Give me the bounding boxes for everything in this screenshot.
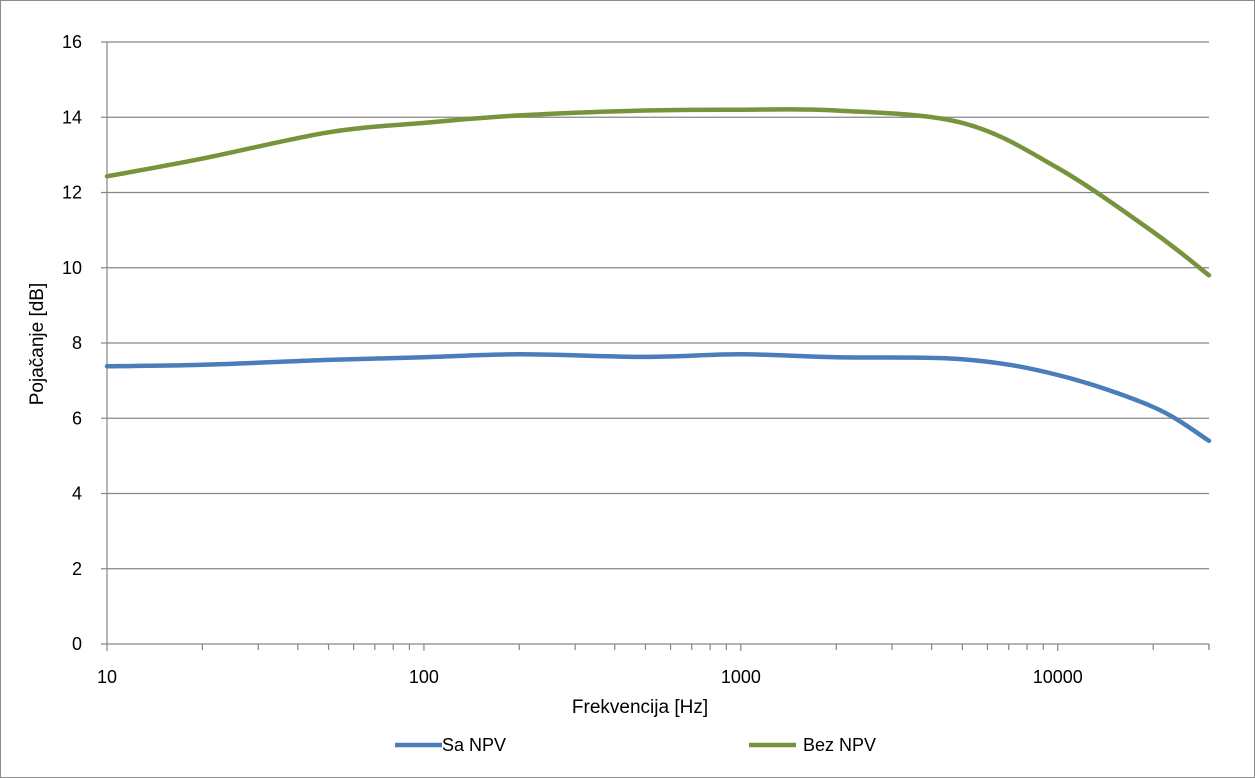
- x-axis-title: Frekvencija [Hz]: [572, 697, 708, 718]
- x-tick-label: 10: [97, 667, 117, 687]
- gridlines: [107, 41, 1209, 570]
- series-line-sa-npv: [104, 352, 1212, 444]
- x-tick-label: 1000: [721, 667, 761, 687]
- series-line-bez-npv: [104, 107, 1212, 278]
- y-tick-label: 16: [62, 32, 82, 52]
- y-tick-label: 12: [62, 183, 82, 203]
- y-tick-label: 2: [72, 559, 82, 579]
- legend: Sa NPV Bez NPV: [395, 735, 876, 755]
- y-tick-label: 10: [62, 258, 82, 278]
- legend-label: Bez NPV: [803, 735, 876, 755]
- x-tick-label: 100: [409, 667, 439, 687]
- x-tick-label: 10000: [1033, 667, 1083, 687]
- tick-labels: 0 2 4 6 8 10 12 14 16 10 100 1000 10000: [62, 32, 1083, 687]
- series-lines: [104, 107, 1212, 444]
- y-tick-label: 8: [72, 333, 82, 353]
- legend-label: Sa NPV: [442, 735, 506, 755]
- y-tick-label: 0: [72, 634, 82, 654]
- y-tick-label: 4: [72, 484, 82, 504]
- y-tick-label: 6: [72, 408, 82, 428]
- y-tick-label: 14: [62, 107, 82, 127]
- y-axis-title: Pojačanje [dB]: [27, 283, 48, 406]
- axes: [101, 41, 1210, 651]
